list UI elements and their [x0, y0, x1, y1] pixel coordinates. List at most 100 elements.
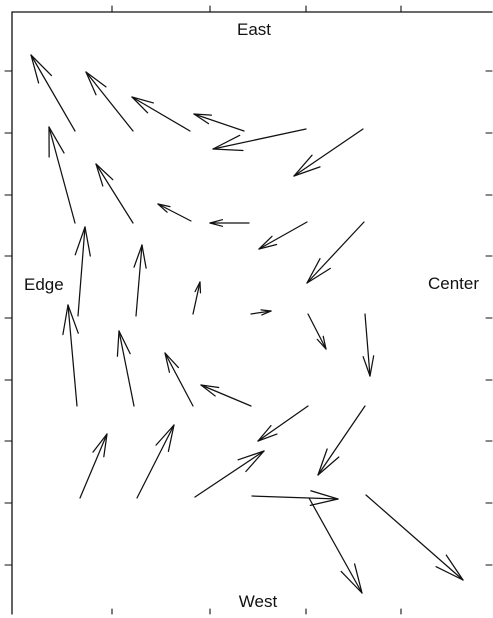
label-edge: Edge	[24, 275, 64, 294]
arrow-shaft	[135, 244, 143, 317]
arrow-head	[209, 222, 224, 227]
arrow-head	[194, 281, 201, 293]
arrow	[192, 281, 202, 315]
arrow-head	[237, 450, 265, 461]
arrow-head	[306, 258, 321, 284]
plot-frame	[11, 11, 493, 615]
arrow-head	[118, 330, 131, 355]
arrow	[209, 219, 250, 227]
arrow	[365, 494, 464, 581]
arrow-shaft	[95, 163, 134, 224]
arrow-head	[84, 226, 91, 257]
arrow-head	[212, 134, 241, 150]
arrow	[74, 226, 91, 317]
axis-ticks	[4, 5, 493, 615]
arrow-head	[261, 310, 272, 316]
arrow-head	[260, 309, 272, 312]
arrow-shaft	[67, 304, 78, 407]
arrow	[251, 490, 339, 506]
arrow-head	[257, 433, 278, 442]
arrow-head	[258, 235, 273, 250]
arrow-shaft	[365, 494, 464, 581]
arrow	[95, 163, 134, 224]
arrow-shaft	[48, 126, 76, 224]
arrow-shaft	[251, 495, 339, 500]
arrow-head	[317, 448, 328, 476]
arrow-shaft	[136, 424, 175, 499]
arrow-shaft	[30, 54, 76, 132]
arrow-shaft	[77, 226, 86, 317]
arrow-head	[133, 244, 143, 268]
arrow	[116, 330, 135, 407]
arrow-shaft	[157, 203, 192, 222]
arrow-head	[209, 219, 224, 224]
arrow	[164, 352, 194, 407]
arrow	[79, 433, 108, 499]
arrow-field	[30, 54, 464, 594]
arrow-shaft	[193, 113, 245, 132]
arrow-head	[369, 355, 375, 377]
arrow-head	[95, 163, 114, 181]
arrow-head	[340, 570, 363, 594]
arrow-shaft	[79, 433, 108, 499]
arrow-shaft	[194, 450, 265, 498]
arrow-head	[157, 203, 168, 213]
arrow-shaft	[212, 128, 307, 150]
arrow-shaft	[131, 96, 191, 132]
arrow-head	[141, 244, 147, 269]
label-east: East	[237, 20, 271, 39]
arrow	[362, 313, 375, 377]
arrow	[157, 203, 192, 222]
label-west: West	[239, 592, 278, 611]
arrow-head	[131, 96, 155, 104]
arrow-head	[293, 154, 313, 177]
arrow-head	[167, 424, 175, 453]
arrow-shaft	[118, 330, 135, 407]
arrow-shaft	[317, 405, 366, 476]
arrow-head	[322, 335, 327, 350]
arrow-head	[309, 498, 339, 506]
arrow	[193, 113, 245, 132]
arrow	[258, 221, 308, 250]
arrow	[131, 96, 191, 132]
arrow-head	[131, 96, 149, 114]
arrow-shaft	[258, 221, 308, 250]
arrow	[308, 497, 363, 594]
arrow-shaft	[192, 281, 201, 315]
arrow-head	[85, 71, 107, 88]
arrow	[200, 384, 252, 407]
arrow-head	[157, 203, 171, 208]
arrow-shaft	[257, 405, 309, 442]
arrow	[307, 313, 327, 350]
arrow	[30, 54, 76, 132]
arrow	[212, 128, 307, 152]
arrow-head	[257, 424, 272, 442]
arrow-shaft	[293, 128, 364, 177]
arrow-head	[85, 71, 97, 96]
arrow-shaft	[164, 352, 194, 407]
arrow	[133, 244, 147, 317]
arrow-head	[103, 433, 108, 458]
arrow-head	[306, 267, 331, 284]
arrow-head	[200, 384, 216, 397]
arrow	[317, 405, 366, 476]
arrow-head	[193, 113, 210, 125]
arrow-head	[62, 304, 69, 336]
arrow	[194, 450, 265, 498]
arrow-head	[435, 566, 464, 581]
arrow	[306, 221, 365, 284]
arrow	[85, 71, 134, 132]
arrow-head	[293, 166, 321, 177]
arrow-head	[353, 563, 363, 594]
arrow-shaft	[306, 221, 365, 284]
arrow-head	[316, 338, 327, 350]
arrow-head	[67, 304, 79, 334]
arrow-shaft	[308, 497, 363, 594]
arrow-head	[212, 148, 244, 152]
arrow-head	[258, 243, 278, 250]
arrow-shaft	[307, 313, 327, 350]
arrow-head	[362, 356, 371, 377]
arrow-shaft	[364, 313, 371, 377]
arrow	[257, 405, 309, 442]
